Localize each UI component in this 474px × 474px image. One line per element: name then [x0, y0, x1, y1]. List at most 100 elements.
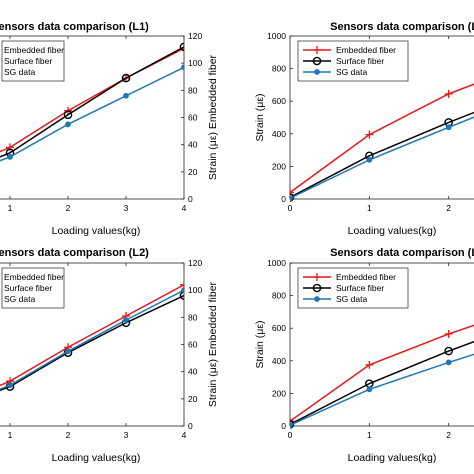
legend-label: Surface fiber	[4, 56, 52, 66]
y-tick-label: 80	[188, 312, 198, 322]
y-tick-label: 0	[188, 421, 193, 431]
y-axis-label: Strain (με)	[254, 93, 266, 141]
y-tick-label: 100	[188, 285, 202, 295]
legend-label: Embedded fiber	[4, 45, 64, 55]
chart-title: Sensors data comparison (L2)	[0, 247, 149, 259]
x-tick-label: 2	[446, 203, 451, 213]
series-group	[0, 42, 184, 162]
x-tick-label: 1	[8, 430, 13, 440]
legend-marker	[313, 273, 321, 281]
y-tick-label: 600	[272, 96, 286, 106]
y-tick-label: 60	[188, 340, 198, 350]
y-tick-label: 40	[188, 367, 198, 377]
legend-label: SG data	[336, 294, 367, 304]
chart-title: Sensors data comparison (L2)	[330, 247, 474, 259]
x-tick-label: 2	[446, 430, 451, 440]
data-point	[179, 42, 184, 52]
x-tick-label: 0	[288, 203, 293, 213]
data-point	[445, 124, 452, 131]
data-point	[365, 360, 374, 369]
y-axis-label: Strain (με) Embedded fiber	[207, 281, 219, 407]
y-tick-label: 400	[272, 129, 286, 139]
legend-marker	[312, 283, 322, 293]
x-tick-label: 0	[288, 430, 293, 440]
plot-area	[289, 262, 474, 427]
chart-panel-2: Sensors data comparison (L1)0123Loading …	[254, 21, 474, 237]
legend-label: Surface fiber	[336, 283, 384, 293]
series-line-1	[290, 324, 474, 422]
data-point	[65, 348, 71, 355]
data-point	[7, 153, 13, 160]
y-tick-label: 200	[272, 388, 286, 398]
legend-marker	[314, 296, 320, 302]
data-point	[181, 64, 184, 71]
plot-area	[289, 35, 474, 200]
x-tick-label: 3	[124, 203, 129, 213]
y-tick-label: 200	[272, 161, 286, 171]
x-axis-label: Loading values(kg)	[348, 452, 437, 464]
legend-label: SG data	[4, 294, 35, 304]
y-tick-label: 120	[188, 258, 202, 268]
x-axis-label: Loading values(kg)	[348, 225, 437, 237]
data-point	[290, 422, 293, 429]
x-axis-label: Loading values(kg)	[52, 225, 141, 237]
data-point	[444, 346, 453, 356]
data-point	[63, 110, 73, 120]
legend-marker	[312, 56, 322, 66]
y-tick-label: 0	[188, 194, 193, 204]
series-line-2	[290, 340, 474, 426]
data-point	[181, 287, 184, 294]
y-tick-label: 1000	[267, 31, 286, 41]
x-tick-label: 1	[8, 203, 13, 213]
legend-marker	[313, 46, 321, 54]
series-line-2	[0, 46, 184, 158]
legend-box	[1, 40, 65, 82]
y-tick-label: 600	[272, 323, 286, 333]
y-tick-label: 1000	[267, 258, 286, 268]
data-point	[445, 359, 452, 366]
series-line-3	[290, 353, 474, 426]
y-tick-label: 800	[272, 64, 286, 74]
x-tick-label: 2	[66, 203, 71, 213]
data-point	[123, 92, 129, 99]
data-point	[366, 386, 373, 393]
data-point	[365, 130, 374, 139]
data-point	[180, 280, 184, 289]
y-tick-label: 40	[188, 140, 198, 150]
y-tick-label: 400	[272, 356, 286, 366]
data-point	[65, 121, 71, 128]
x-tick-label: 4	[182, 203, 187, 213]
x-tick-label: 4	[182, 430, 187, 440]
data-point	[7, 382, 13, 389]
data-point	[123, 317, 129, 323]
y-tick-label: 0	[281, 421, 286, 431]
legend-label: Surface fiber	[336, 56, 384, 66]
x-tick-label: 2	[66, 430, 71, 440]
chart-title: Sensors data comparison (L1)	[330, 21, 474, 33]
data-point	[290, 193, 295, 202]
y-tick-label: 80	[188, 85, 198, 95]
y-tick-label: 800	[272, 291, 286, 301]
y-tick-label: 100	[188, 58, 202, 68]
x-axis-label: Loading values(kg)	[52, 452, 141, 464]
series-group	[0, 280, 184, 392]
data-point	[444, 329, 453, 338]
data-point	[290, 188, 294, 197]
legend-box	[1, 267, 65, 309]
legend-label: Embedded fiber	[4, 272, 64, 282]
y-axis-label: Strain (με)	[254, 320, 266, 368]
y-tick-label: 120	[188, 31, 202, 41]
legend-label: Embedded fiber	[336, 45, 396, 55]
legend-label: Embedded fiber	[336, 272, 396, 282]
series-line-3	[290, 116, 474, 199]
series-group	[290, 83, 474, 202]
series-line-3	[0, 66, 184, 162]
chart-panel-1: Sensors data comparison (L1) 1 2 3 4 Loading …	[0, 21, 219, 237]
y-axis-label: Strain (με) Embedded fiber	[207, 54, 219, 180]
data-point	[444, 89, 453, 98]
y-tick-label: 0	[281, 194, 286, 204]
